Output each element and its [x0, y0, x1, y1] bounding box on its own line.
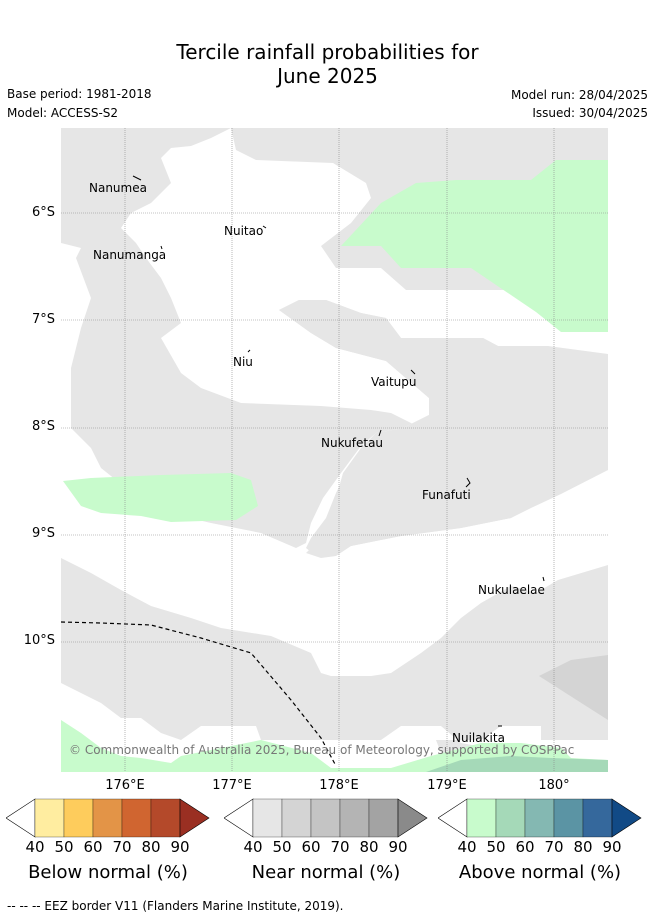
base-period: Base period: 1981-2018: [7, 87, 152, 101]
colorbar-swatch: [582, 798, 613, 838]
island-nukulaelae: [542, 576, 545, 582]
lon-label-176e: 176°E: [105, 778, 145, 793]
tick-label: 90: [388, 838, 408, 856]
colorbar-swatch: [34, 798, 65, 838]
lat-label-8s: 8°S: [31, 419, 55, 434]
colorbar-above-title: Above normal (%): [458, 862, 622, 883]
tick-label: 50: [486, 838, 506, 856]
colorbar-swatch: [553, 798, 584, 838]
tick-label: 80: [359, 838, 379, 856]
above-normal-region-west: [63, 473, 258, 522]
model-run: Model run: 28/04/2025: [510, 88, 648, 102]
map-title: Tercile rainfall probabilities for June …: [0, 40, 655, 88]
island-nukufetau: [378, 429, 382, 437]
label-nukufetau: Nukufetau: [321, 436, 383, 450]
island-nuitao: [262, 225, 267, 229]
island-nanumanga: [160, 245, 163, 250]
lon-label-177e: 177°E: [212, 778, 252, 793]
colorbar-swatch: [63, 798, 94, 838]
title-line-1: Tercile rainfall probabilities for: [176, 40, 479, 64]
colorbar-near-normal-under: [224, 798, 254, 838]
label-niu: Niu: [233, 355, 253, 369]
colorbar-swatch: [121, 798, 152, 838]
colorbar-below-normal-swatches: [34, 798, 181, 838]
colorbar-above-normal-swatches: [466, 798, 613, 838]
tick-label: 90: [170, 838, 190, 856]
issued-date: Issued: 30/04/2025: [532, 106, 648, 120]
label-nanumanga: Nanumanga: [93, 248, 166, 262]
eez-border-line: [61, 621, 337, 767]
colorbar-above-normal-over: [611, 798, 642, 838]
label-nanumea: Nanumea: [89, 181, 147, 195]
copyright-notice: © Commonwealth of Australia 2025, Bureau…: [69, 743, 574, 757]
above-normal-region-dark: [426, 756, 608, 772]
tick-label: 50: [54, 838, 74, 856]
colorbar-below-normal-over: [179, 798, 210, 838]
label-funafuti: Funafuti: [422, 488, 471, 502]
colorbar-swatch: [92, 798, 123, 838]
near-normal-region-top-right: [379, 128, 608, 160]
islands: [132, 175, 545, 727]
tick-label: 80: [141, 838, 161, 856]
eez-footnote: -- -- -- EEZ border V11 (Flanders Marine…: [7, 899, 344, 913]
lat-label-9s: 9°S: [31, 526, 55, 541]
colorbar-swatch: [368, 798, 399, 838]
above-normal-region-south: [61, 720, 608, 772]
lat-label-10s: 10°S: [23, 633, 55, 648]
lat-label-6s: 6°S: [31, 205, 55, 220]
colorbar-near-normal-over: [397, 798, 428, 838]
label-nuilakita: Nuilakita: [452, 731, 505, 745]
tick-label: 60: [83, 838, 103, 856]
colorbar-swatch: [150, 798, 181, 838]
tick-label: 40: [243, 838, 263, 856]
tick-label: 60: [515, 838, 535, 856]
colorbar-below-title: Below normal (%): [28, 862, 188, 883]
tick-label: 70: [112, 838, 132, 856]
lon-label-179e: 179°E: [427, 778, 467, 793]
label-vaitupu: Vaitupu: [371, 375, 417, 389]
colorbar-below-normal-under: [6, 798, 36, 838]
lon-label-178e: 178°E: [319, 778, 359, 793]
lat-label-7s: 7°S: [31, 312, 55, 327]
colorbar-swatch: [310, 798, 341, 838]
island-funafuti: [465, 477, 471, 488]
island-nanumea: [132, 175, 142, 181]
tick-label: 50: [272, 838, 292, 856]
colorbar-near-normal-swatches: [252, 798, 399, 838]
above-normal-region-east: [341, 160, 608, 332]
colorbar-swatch: [339, 798, 370, 838]
island-vaitupu: [410, 369, 416, 375]
tick-label: 80: [573, 838, 593, 856]
tick-label: 40: [25, 838, 45, 856]
colorbar-near-title: Near normal (%): [251, 862, 401, 883]
model-name: Model: ACCESS-S2: [7, 106, 119, 120]
colorbar-swatch: [281, 798, 312, 838]
probability-map[interactable]: Nanumea Nuitao Nanumanga Niu Vaitupu Nuk…: [61, 128, 608, 772]
label-nuitao: Nuitao: [224, 224, 263, 238]
title-line-2: June 2025: [277, 64, 378, 88]
near-normal-region-darker: [539, 655, 608, 720]
colorbar-swatch: [495, 798, 526, 838]
tick-label: 40: [457, 838, 477, 856]
gridlines: [61, 128, 608, 772]
colorbar-near-normal: [224, 798, 428, 838]
colorbar-below-normal: [6, 798, 210, 838]
lon-label-180: 180°: [538, 778, 570, 793]
tick-label: 90: [602, 838, 622, 856]
label-nukulaelae: Nukulaelae: [478, 583, 545, 597]
colorbar-above-normal: [438, 798, 642, 838]
near-normal-region-west: [61, 128, 608, 556]
tick-label: 60: [301, 838, 321, 856]
colorbar-swatch: [252, 798, 283, 838]
tick-label: 70: [330, 838, 350, 856]
tick-label: 70: [544, 838, 564, 856]
near-normal-region-south: [61, 558, 608, 772]
colorbar-swatch: [466, 798, 497, 838]
colorbar-swatch: [524, 798, 555, 838]
island-niu: [247, 349, 251, 353]
colorbar-above-normal-under: [438, 798, 468, 838]
